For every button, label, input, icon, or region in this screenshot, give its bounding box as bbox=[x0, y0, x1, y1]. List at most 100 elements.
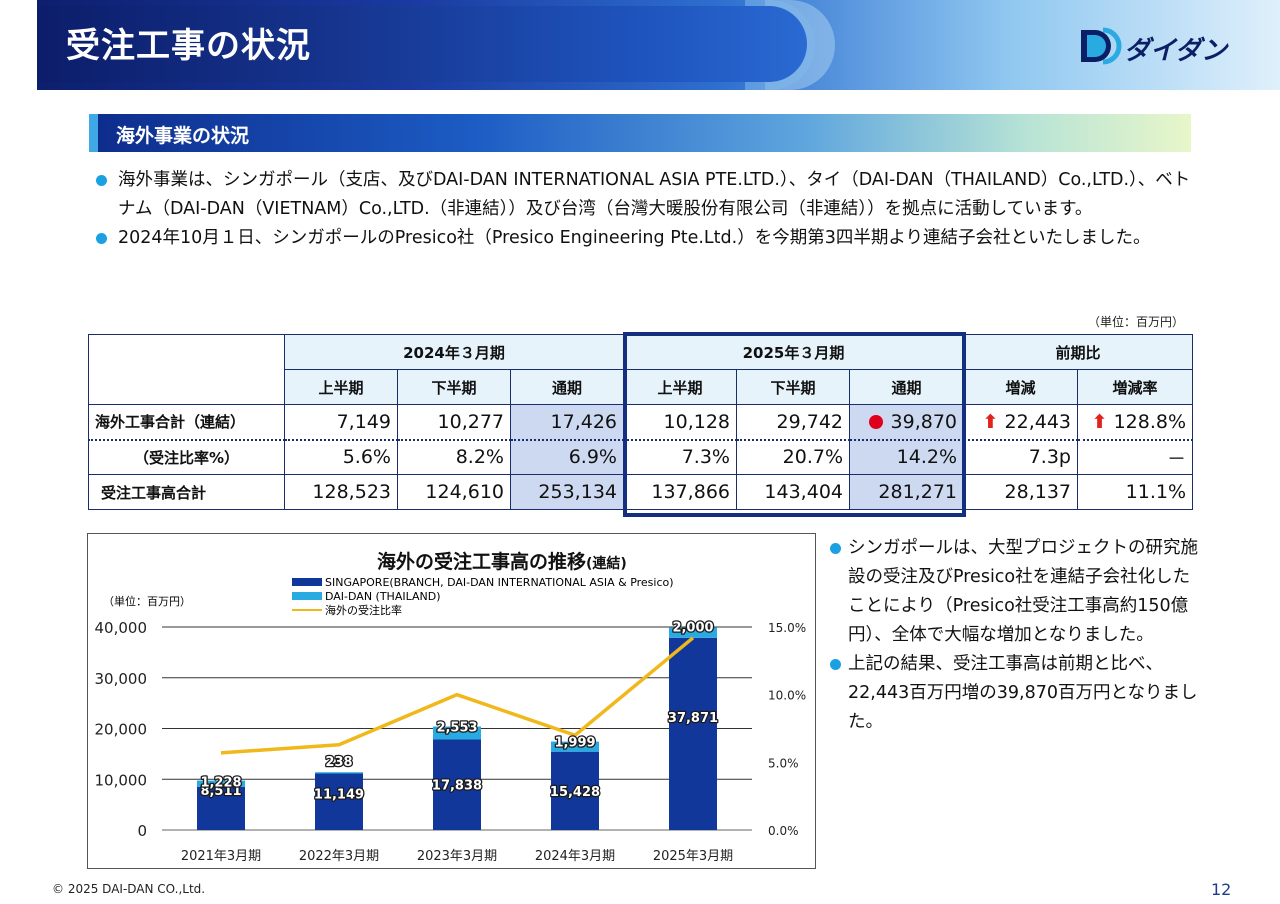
y-tick-label: 10,000 bbox=[95, 771, 148, 789]
table-cell: 28,137 bbox=[963, 474, 1078, 510]
overseas-orders-chart: 海外の受注工事高の推移(連結) SINGAPORE(BRANCH, DAI-DA… bbox=[95, 550, 807, 864]
y2-tick-label: 15.0% bbox=[768, 621, 806, 635]
table-cell-highlight: 39,870 bbox=[849, 404, 964, 441]
table-corner bbox=[88, 334, 285, 405]
chart-unit-label: （単位：百万円） bbox=[103, 594, 191, 608]
data-label: 11,149 bbox=[314, 787, 364, 802]
logo-text: ダイダン bbox=[1124, 36, 1227, 66]
bar-singapore bbox=[551, 751, 599, 830]
table-group-header: 前期比 bbox=[962, 334, 1194, 370]
table-group-header: 2025年３月期 bbox=[623, 334, 964, 370]
bar-singapore bbox=[669, 637, 717, 830]
bullet-list: 海外事業は、シンガポール（支店、及びDAI-DAN INTERNATIONAL … bbox=[96, 166, 1206, 253]
side-notes: シンガポールは、大型プロジェクトの研究施設の受注及びPresico社を連結子会社… bbox=[830, 534, 1200, 737]
table-subheader: 通期 bbox=[510, 369, 624, 405]
bullet-item: 2024年10月１日、シンガポールのPresico社（Presico Engin… bbox=[96, 224, 1206, 253]
table-subheader: 通期 bbox=[849, 369, 964, 405]
data-label: 17,838 bbox=[432, 779, 482, 794]
y-tick-label: 30,000 bbox=[95, 670, 148, 688]
x-tick-label: 2024年3月期 bbox=[535, 849, 615, 864]
table-row: 海外工事合計（連結） 7,149 10,277 17,426 10,128 29… bbox=[88, 404, 1194, 441]
table-subheader: 下半期 bbox=[736, 369, 850, 405]
data-label: 15,428 bbox=[550, 785, 600, 800]
legend-swatch-singapore bbox=[292, 578, 322, 586]
table-cell: 20.7% bbox=[736, 439, 850, 475]
table-subheader: 上半期 bbox=[284, 369, 398, 405]
table-cell: － bbox=[1076, 439, 1194, 475]
data-label: 8,511 bbox=[200, 784, 241, 799]
table-cell: 6.9% bbox=[510, 439, 624, 475]
data-label: 2,000 bbox=[672, 621, 713, 636]
table-cell: 8.2% bbox=[397, 439, 511, 475]
bar-thailand bbox=[433, 726, 481, 740]
data-label: 2,553 bbox=[436, 721, 477, 736]
table-subheader: 増減率 bbox=[1076, 369, 1194, 405]
table-cell: 128,523 bbox=[284, 474, 398, 510]
table-cell: 253,134 bbox=[510, 474, 624, 510]
y2-tick-label: 10.0% bbox=[768, 689, 806, 703]
x-tick-label: 2022年3月期 bbox=[299, 849, 379, 864]
bar-singapore bbox=[197, 786, 245, 830]
chart-frame bbox=[87, 533, 816, 869]
chart-legend: SINGAPORE(BRANCH, DAI-DAN INTERNATIONAL … bbox=[292, 576, 674, 617]
page-number: 12 bbox=[1211, 880, 1232, 899]
table-cell: 5.6% bbox=[284, 439, 398, 475]
table-cell: 10,128 bbox=[623, 404, 737, 441]
table-cell: 143,404 bbox=[736, 474, 850, 510]
y-tick-label: 20,000 bbox=[95, 721, 148, 739]
bar-thailand bbox=[551, 741, 599, 752]
bullet-item: 海外事業は、シンガポール（支店、及びDAI-DAN INTERNATIONAL … bbox=[96, 166, 1206, 224]
y2-tick-label: 0.0% bbox=[768, 824, 799, 838]
table-cell: 7.3% bbox=[623, 439, 737, 475]
table-cell: 10,277 bbox=[397, 404, 511, 441]
y-tick-label: 40,000 bbox=[95, 619, 148, 637]
page-title: 受注工事の状況 bbox=[66, 26, 311, 66]
data-label: 1,999 bbox=[554, 736, 595, 751]
y2-tick-label: 5.0% bbox=[768, 756, 799, 770]
data-label: 238 bbox=[325, 755, 352, 770]
up-arrow-icon: ⬆ bbox=[1091, 410, 1108, 433]
x-tick-label: 2023年3月期 bbox=[417, 849, 497, 864]
table-subheader: 上半期 bbox=[623, 369, 737, 405]
table-cell-value: 22,443 bbox=[1004, 410, 1071, 433]
side-bullet-item: シンガポールは、大型プロジェクトの研究施設の受注及びPresico社を連結子会社… bbox=[830, 534, 1200, 650]
legend-label: 海外の受注比率 bbox=[325, 603, 402, 617]
bar-thailand bbox=[315, 772, 363, 774]
table-row: （受注比率%） 5.6% 8.2% 6.9% 7.3% 20.7% 14.2% … bbox=[88, 439, 1194, 475]
bar-singapore bbox=[315, 773, 363, 830]
red-dot-icon bbox=[868, 414, 883, 429]
bar-thailand bbox=[669, 627, 717, 638]
table-cell: 11.1% bbox=[1076, 474, 1194, 510]
bar-thailand bbox=[197, 780, 245, 787]
row-label: 受注工事高合計 bbox=[88, 474, 285, 510]
side-bullet-item: 上記の結果、受注工事高は前期と比べ、22,443百万円増の39,870百万円とな… bbox=[830, 650, 1200, 737]
line-overseas-ratio bbox=[220, 636, 695, 755]
table-subheader: 下半期 bbox=[397, 369, 511, 405]
header-title-bar bbox=[37, 6, 807, 82]
table-cell: 124,610 bbox=[397, 474, 511, 510]
table-cell-change: ⬆ 22,443 bbox=[963, 404, 1078, 441]
orders-table: 2024年３月期 2025年３月期 前期比 上半期 下半期 通期 上半期 下半期… bbox=[88, 334, 1194, 510]
table-subheader: 増減 bbox=[963, 369, 1078, 405]
table-unit-note: （単位：百万円） bbox=[1088, 315, 1185, 329]
table-cell-value: 39,870 bbox=[890, 410, 957, 433]
table-cell: 29,742 bbox=[736, 404, 850, 441]
x-tick-label: 2021年3月期 bbox=[181, 849, 261, 864]
legend-label: DAI-DAN (THAILAND) bbox=[325, 590, 441, 603]
table-cell: 281,271 bbox=[849, 474, 964, 510]
table-row: 受注工事高合計 128,523 124,610 253,134 137,866 … bbox=[88, 474, 1194, 510]
bar-singapore bbox=[433, 739, 481, 830]
section-heading-bar bbox=[89, 114, 1191, 152]
row-label: （受注比率%） bbox=[88, 439, 285, 475]
legend-swatch-thailand bbox=[292, 592, 322, 600]
table-cell: 17,426 bbox=[510, 404, 624, 441]
row-label: 海外工事合計（連結） bbox=[88, 404, 285, 441]
y-tick-label: 0 bbox=[137, 822, 147, 840]
legend-label: SINGAPORE(BRANCH, DAI-DAN INTERNATIONAL … bbox=[325, 576, 674, 589]
table-cell-value: 128.8% bbox=[1113, 410, 1187, 433]
table-group-header: 2024年３月期 bbox=[284, 334, 624, 370]
table-cell: 7,149 bbox=[284, 404, 398, 441]
data-label: 37,871 bbox=[668, 711, 718, 726]
copyright: © 2025 DAI-DAN CO.,Ltd. bbox=[52, 882, 206, 896]
table-cell: 7.3p bbox=[963, 439, 1078, 475]
